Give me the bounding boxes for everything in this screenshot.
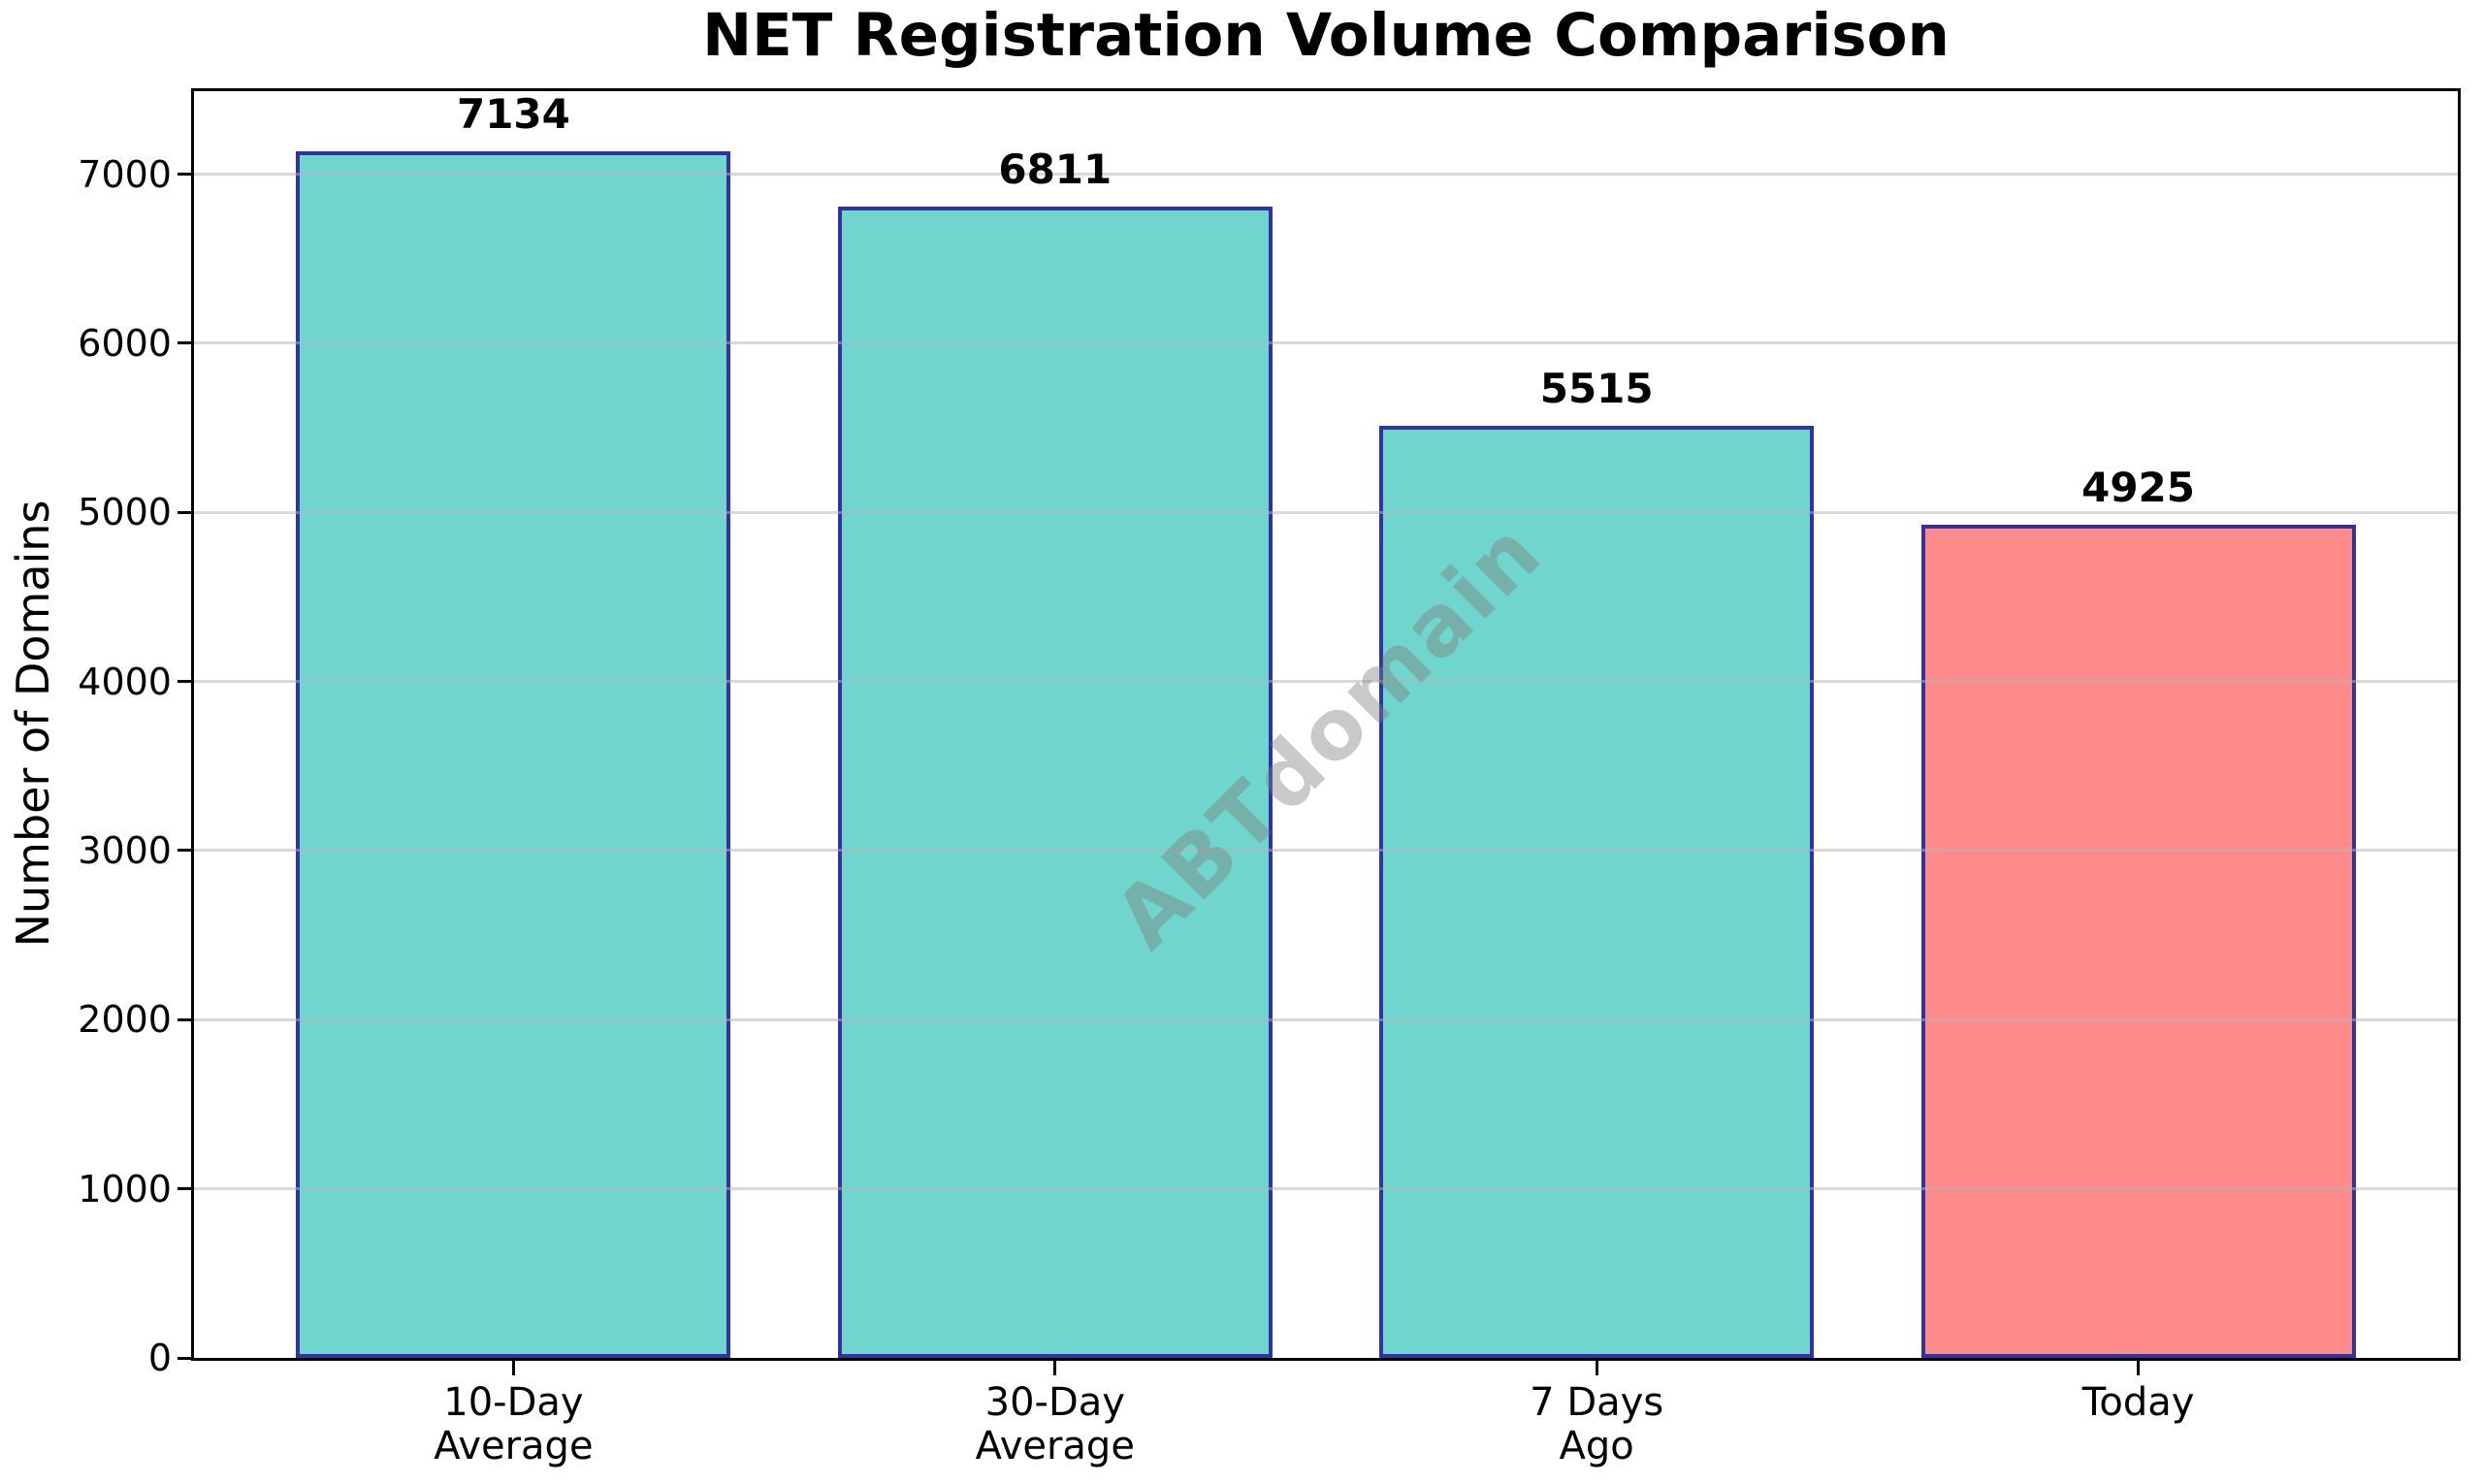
y-tick-label: 7000 xyxy=(78,152,172,196)
y-tick-mark xyxy=(177,173,192,177)
x-tick-mark xyxy=(1053,1361,1057,1375)
x-tick-label: 7 Days Ago xyxy=(1354,1381,1839,1468)
x-tick-label: Today xyxy=(1896,1381,2381,1425)
gridline-2000 xyxy=(194,1017,2458,1021)
y-tick-mark xyxy=(177,341,192,345)
y-tick-mark xyxy=(177,1017,192,1021)
x-tick-mark xyxy=(2137,1361,2141,1375)
y-tick-label: 4000 xyxy=(78,660,172,703)
bar-value-label: 6811 xyxy=(998,145,1113,193)
x-tick-label-line: Average xyxy=(975,1424,1135,1468)
y-tick-label: 0 xyxy=(147,1337,172,1379)
y-tick-mark xyxy=(177,680,192,684)
gridline-4000 xyxy=(194,680,2458,684)
bar-0 xyxy=(296,151,731,1358)
gridline-7000 xyxy=(194,173,2458,177)
y-tick-label: 5000 xyxy=(78,491,172,534)
x-tick-label-line: Ago xyxy=(1559,1424,1634,1468)
x-tick-mark xyxy=(511,1361,515,1375)
y-tick-label: 2000 xyxy=(78,998,172,1042)
plot-area: 7134 6811 5515 4925 xyxy=(191,88,2461,1361)
x-tick-mark xyxy=(1595,1361,1598,1375)
x-tick-label-line: Average xyxy=(434,1424,594,1468)
bar-3 xyxy=(1920,525,2356,1358)
x-tick-label: 30-Day Average xyxy=(813,1381,1298,1468)
gridline-5000 xyxy=(194,510,2458,514)
bar-2 xyxy=(1379,425,1815,1358)
x-tick-label-line: Today xyxy=(2081,1380,2195,1425)
y-tick-label: 3000 xyxy=(78,828,172,872)
x-tick-label: 10-Day Average xyxy=(271,1381,756,1468)
gridline-1000 xyxy=(194,1187,2458,1191)
x-tick-label-line: 7 Days xyxy=(1530,1380,1664,1425)
gridline-6000 xyxy=(194,341,2458,345)
y-tick-mark xyxy=(177,1356,192,1360)
x-tick-label-line: 30-Day xyxy=(984,1380,1125,1425)
y-tick-mark xyxy=(177,510,192,514)
y-tick-mark xyxy=(177,1187,192,1191)
x-tick-label-line: 10-Day xyxy=(443,1380,584,1425)
chart-title: NET Registration Volume Comparison xyxy=(702,1,1950,70)
bar-value-label: 7134 xyxy=(456,90,570,139)
y-axis-label: Number of Domains xyxy=(7,500,59,948)
bar-value-label: 5515 xyxy=(1539,364,1654,412)
y-tick-label: 1000 xyxy=(78,1167,172,1210)
bar-value-label: 4925 xyxy=(2081,464,2195,512)
y-tick-mark xyxy=(177,849,192,853)
bar-1 xyxy=(837,206,1273,1358)
y-tick-label: 6000 xyxy=(78,321,172,365)
gridline-3000 xyxy=(194,849,2458,853)
